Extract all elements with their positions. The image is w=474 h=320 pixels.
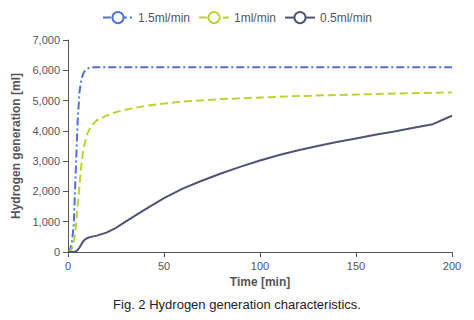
svg-text:5,000: 5,000: [32, 95, 60, 107]
svg-text:7,000: 7,000: [32, 34, 60, 46]
svg-text:150: 150: [347, 260, 365, 272]
svg-text:1ml/min: 1ml/min: [234, 11, 276, 25]
svg-text:3,000: 3,000: [32, 155, 60, 167]
svg-text:4,000: 4,000: [32, 125, 60, 137]
svg-text:Fig. 2 Hydrogen generation cha: Fig. 2 Hydrogen generation characteristi…: [113, 297, 361, 312]
svg-text:Time [min]: Time [min]: [230, 275, 290, 289]
svg-text:1,000: 1,000: [32, 216, 60, 228]
svg-text:1.5ml/min: 1.5ml/min: [138, 11, 190, 25]
svg-text:0: 0: [54, 246, 60, 258]
svg-text:0: 0: [65, 260, 71, 272]
svg-text:0.5ml/min: 0.5ml/min: [320, 11, 372, 25]
svg-text:2,000: 2,000: [32, 185, 60, 197]
svg-text:200: 200: [443, 260, 461, 272]
svg-text:6,000: 6,000: [32, 64, 60, 76]
svg-text:Hydrogen generation [ml]: Hydrogen generation [ml]: [9, 73, 23, 219]
svg-text:100: 100: [251, 260, 269, 272]
svg-text:50: 50: [158, 260, 170, 272]
